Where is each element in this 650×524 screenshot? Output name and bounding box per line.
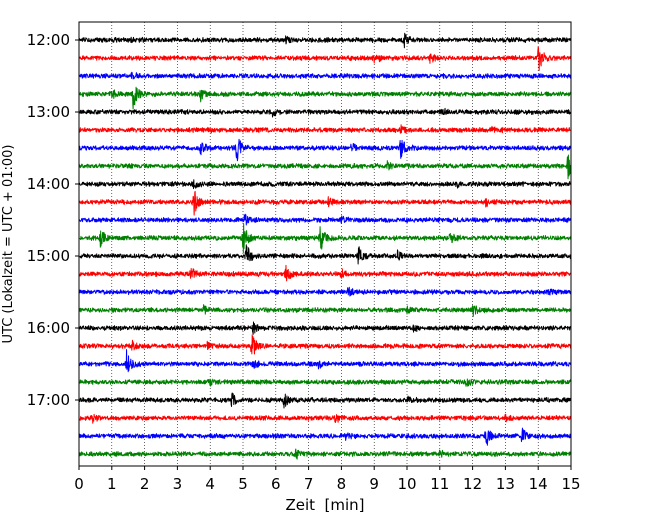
x-axis-ticks: 0 1 2 3 4 5 6 7 8 9 10 11 12 13 14 15 — [74, 466, 581, 493]
trace-1215 — [78, 46, 572, 71]
y-tick-label: 15:00 — [27, 247, 70, 265]
x-tick-label: 6 — [271, 475, 281, 493]
x-tick-label: 7 — [304, 475, 314, 493]
x-tick-label: 4 — [205, 475, 215, 493]
trace-1430 — [78, 213, 572, 226]
x-tick-label: 15 — [561, 475, 580, 493]
trace-1615 — [78, 334, 572, 355]
trace-1545 — [78, 304, 572, 317]
trace-1600 — [78, 321, 572, 335]
x-tick-label: 10 — [397, 475, 416, 493]
y-axis-label: UTC (Lokalzeit = UTC + 01:00) — [1, 145, 16, 344]
trace-1515 — [78, 264, 572, 282]
x-tick-label: 1 — [107, 475, 117, 493]
x-tick-label: 12 — [463, 475, 482, 493]
trace-1700 — [78, 392, 572, 409]
trace-1630 — [78, 349, 572, 373]
x-tick-label: 5 — [238, 475, 248, 493]
x-tick-label: 14 — [529, 475, 548, 493]
trace-1415 — [78, 190, 572, 216]
x-tick-label: 8 — [337, 475, 347, 493]
trace-1230 — [78, 71, 572, 80]
trace-1245 — [78, 86, 572, 110]
trace-1745 — [78, 448, 572, 460]
x-tick-label: 9 — [369, 475, 379, 493]
trace-1200 — [78, 32, 572, 49]
y-tick-label: 17:00 — [27, 391, 70, 409]
trace-1315 — [78, 124, 572, 134]
x-tick-label: 2 — [140, 475, 150, 493]
trace-1730 — [78, 427, 572, 446]
trace-1300 — [78, 107, 572, 118]
y-tick-label: 14:00 — [27, 175, 70, 193]
trace-1345 — [78, 154, 572, 180]
y-axis-ticks: 12:00 13:00 14:00 15:00 16:00 17:00 — [27, 31, 79, 409]
x-tick-label: 13 — [496, 475, 515, 493]
x-tick-label: 11 — [430, 475, 449, 493]
plot-frame — [78, 21, 572, 467]
x-axis-label: Zeit [min] — [285, 496, 364, 514]
x-tick-label: 0 — [74, 475, 84, 493]
trace-group — [78, 32, 572, 460]
y-tick-label: 12:00 — [27, 31, 70, 49]
trace-1645 — [78, 378, 572, 387]
x-tick-label: 3 — [173, 475, 183, 493]
y-tick-label: 13:00 — [27, 103, 70, 121]
trace-1715 — [78, 413, 572, 424]
grid-lines — [111, 22, 539, 466]
trace-1500 — [78, 244, 572, 265]
trace-1445 — [78, 223, 572, 254]
trace-1400 — [78, 179, 572, 190]
y-tick-label: 16:00 — [27, 319, 70, 337]
trace-1530 — [78, 286, 572, 297]
trace-1330 — [78, 138, 572, 162]
